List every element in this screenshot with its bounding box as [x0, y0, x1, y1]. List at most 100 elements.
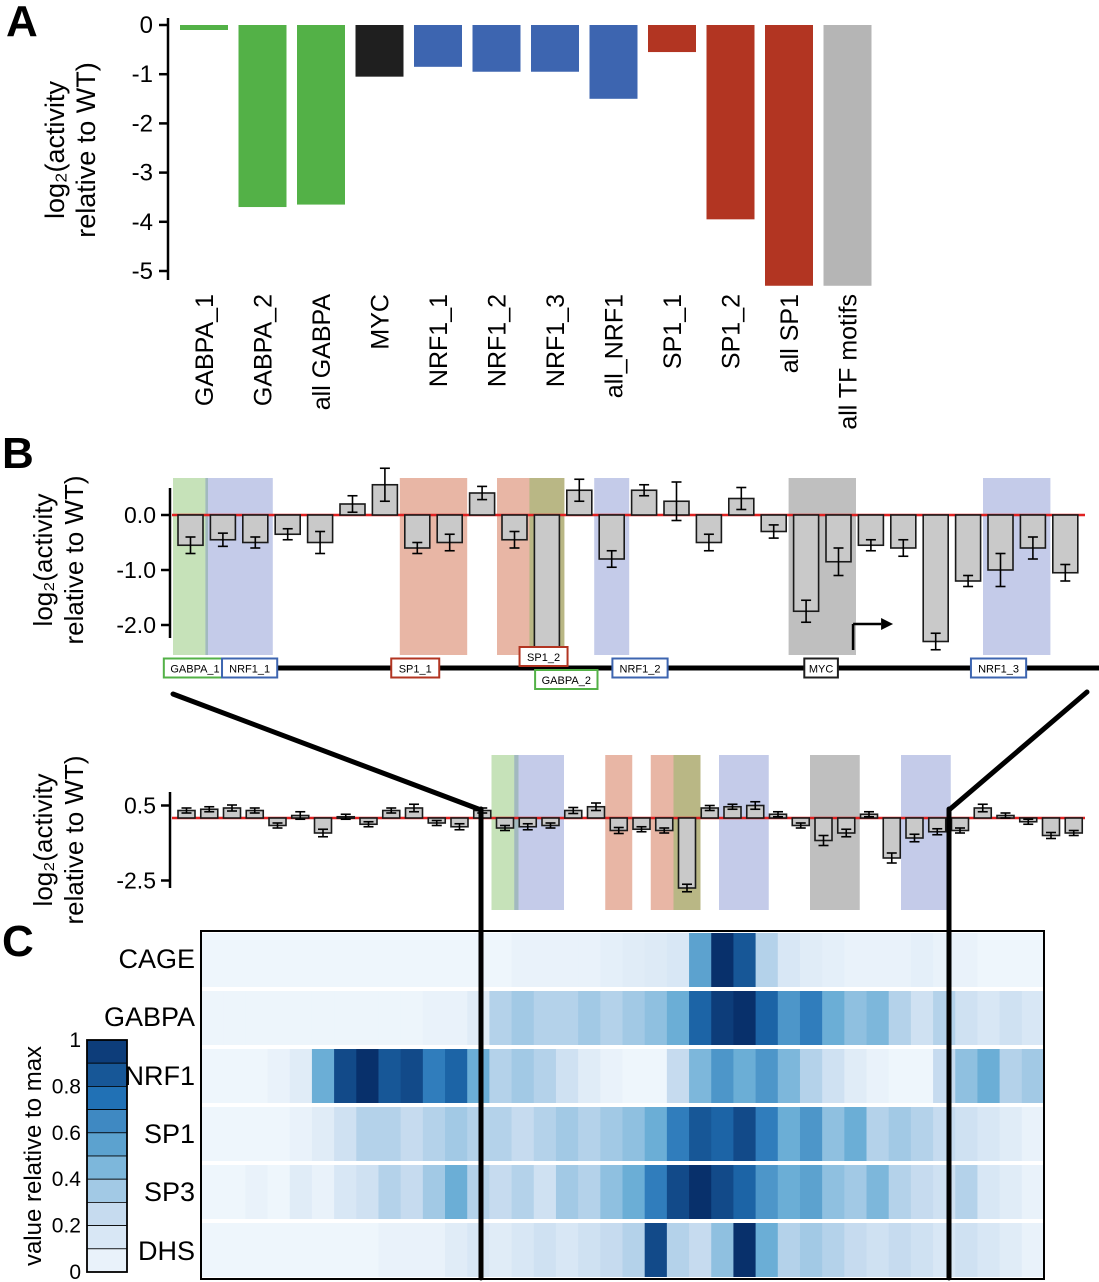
heatmap-cell [844, 991, 867, 1045]
heatmap-cell [977, 1165, 1001, 1219]
motif-highlight-blue [719, 755, 769, 910]
heatmap-cell [445, 1049, 468, 1103]
heatmap-cell [977, 1049, 1001, 1103]
heatmap-cell [666, 1223, 690, 1277]
motif-box-NRF1_3 [969, 657, 1028, 679]
colorbar-step [86, 1132, 128, 1157]
heatmap-cell [378, 1223, 402, 1277]
heatmap-cell [311, 1049, 335, 1103]
tile-bar [1052, 514, 1079, 574]
heatmap-cell [822, 991, 845, 1045]
heatmap-row-label-nrf1: NRF1 [124, 1061, 195, 1091]
heatmap-cell [311, 1107, 335, 1161]
motif-box-label: SP1_2 [527, 652, 560, 664]
heatmap-cell [910, 1223, 934, 1277]
heatmap-cell [689, 1107, 712, 1161]
motif-box-label: MYC [809, 664, 834, 676]
heatmap-cell [400, 1107, 424, 1161]
heatmap-cell [334, 991, 357, 1045]
heatmap-cell [733, 1223, 757, 1277]
heatmap-cell [400, 933, 424, 987]
motif-highlight-green [173, 478, 208, 655]
heatmap-cell [777, 1107, 801, 1161]
colorbar: 1 0.8 0.6 0.4 0.2 0 value relative to max [20, 1029, 128, 1282]
a-bar-GABPA_2 [238, 25, 287, 208]
heatmap-cell [223, 991, 246, 1045]
heatmap-cell [578, 991, 601, 1045]
heatmap-cell [600, 1049, 623, 1103]
heatmap-cell [933, 1223, 956, 1277]
heatmap-cell [334, 1223, 357, 1277]
heatmap-cell [888, 1049, 912, 1103]
heatmap-cell [356, 1165, 379, 1219]
heatmap-cell [201, 933, 224, 987]
colorbar-step [86, 1086, 128, 1111]
heatmap-cell [245, 1165, 268, 1219]
heatmap-cell [311, 1165, 335, 1219]
heatmap-cell [689, 1165, 712, 1219]
heatmap-cell [467, 991, 490, 1045]
heatmap-cell [467, 1107, 490, 1161]
heatmap-cell [622, 1107, 646, 1161]
heatmap-cell [356, 1107, 379, 1161]
b-y-tick-label: -1.0 [116, 557, 156, 583]
heatmap-cell [511, 1049, 535, 1103]
heatmap-cell [622, 991, 646, 1045]
a-bar-all GABPA [297, 25, 345, 205]
heatmap-cell [555, 1165, 579, 1219]
heatmap-cell [888, 991, 912, 1045]
heatmap-cell [1021, 991, 1045, 1045]
heatmap-cell [267, 1049, 291, 1103]
heatmap-cell [910, 1107, 934, 1161]
heatmap-cell [422, 1107, 446, 1161]
heatmap-cell [533, 991, 557, 1045]
a-bar-MYC [355, 25, 404, 77]
heatmap-cell [799, 1049, 823, 1103]
a-x-label: SP1_2 [718, 294, 746, 369]
heatmap-cell [666, 1107, 690, 1161]
heatmap-cell [511, 1223, 535, 1277]
heatmap-cell [866, 1049, 890, 1103]
a-bar-NRF1_1 [414, 25, 462, 67]
heatmap-cell [955, 1049, 978, 1103]
heatmap-cell [400, 991, 424, 1045]
heatmap-cell [711, 991, 734, 1045]
b-y-axis-label-line2: relative to WT) [59, 755, 89, 924]
colorbar-step [86, 1225, 128, 1250]
heatmap-cell [755, 1049, 779, 1103]
heatmap-cell [578, 1165, 601, 1219]
heatmap-cell [666, 933, 690, 987]
heatmap-cell [445, 1165, 468, 1219]
a-bar-all SP1 [765, 25, 813, 286]
heatmap-cell [622, 1223, 646, 1277]
heatmap-row-label-sp1: SP1 [143, 1119, 195, 1149]
colorbar-step [86, 1155, 128, 1180]
heatmap-cell [955, 1107, 978, 1161]
colorbar-tick-label: 0.6 [52, 1122, 81, 1145]
heatmap-cell [622, 933, 646, 987]
heatmap-cell [799, 1223, 823, 1277]
heatmap-cell [644, 1049, 668, 1103]
heatmap-cell [422, 1223, 446, 1277]
heatmap-cell [711, 1049, 734, 1103]
heatmap-cell [555, 1223, 579, 1277]
heatmap-cell [822, 933, 845, 987]
heatmap-cell [977, 1223, 1001, 1277]
b-y-tick-label: 0.0 [124, 502, 156, 528]
heatmap-cell [866, 933, 890, 987]
heatmap-cell [644, 1107, 668, 1161]
heatmap-cell [644, 1223, 668, 1277]
heatmap-cell [777, 991, 801, 1045]
heatmap-cell [445, 1223, 468, 1277]
a-x-label: GABPA_1 [191, 294, 219, 406]
heatmap-cell [555, 1107, 579, 1161]
a-y-tick-label: -2 [132, 110, 153, 137]
a-x-label: all TF motifs [835, 294, 863, 430]
heatmap-cell [245, 933, 268, 987]
heatmap-cell [933, 1049, 956, 1103]
heatmap-cell [578, 933, 601, 987]
a-bar-GABPA_1 [180, 25, 228, 30]
heatmap-cell [955, 1223, 978, 1277]
motif-box-label: NRF1_3 [978, 664, 1019, 676]
